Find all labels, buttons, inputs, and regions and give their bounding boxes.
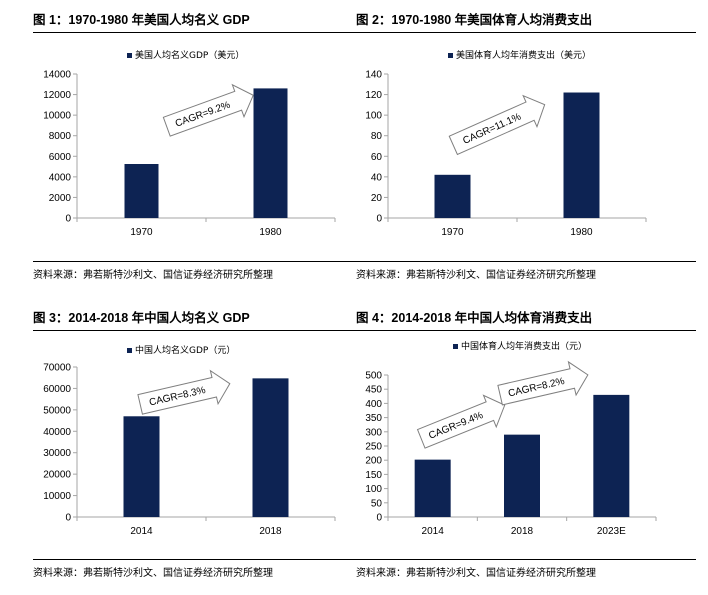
source-note: 资料来源：弗若斯特沙利文、国信证券经济研究所整理 bbox=[33, 270, 273, 281]
chart-svg: 美国人均名义GDP（美元） 0 2000 4000 6000 8000 10000 12000… bbox=[43, 49, 336, 238]
y-tick-label: 20000 bbox=[43, 470, 71, 481]
source-note: 资料来源：弗若斯特沙利文、国信证券经济研究所整理 bbox=[356, 568, 596, 579]
x-tick-label: 1970 bbox=[441, 227, 464, 238]
y-tick-label: 0 bbox=[376, 513, 382, 524]
y-tick-label: 0 bbox=[65, 214, 71, 225]
y-tick-label: 50000 bbox=[43, 405, 71, 416]
cagr-arrow-shape bbox=[448, 94, 546, 156]
chart-svg: 美国体育人均年消费支出（美元） 0 20 40 60 80 100 120 140 1970 198… bbox=[365, 49, 647, 238]
bar bbox=[414, 459, 451, 517]
y-tick-label: 4000 bbox=[49, 172, 72, 183]
x-tick-label: 2018 bbox=[259, 526, 282, 537]
legend-label: 中国体育人均年消费支出（元） bbox=[461, 340, 587, 352]
y-tick-label: 10000 bbox=[43, 491, 71, 502]
y-tick-label: 70000 bbox=[43, 363, 71, 374]
title-rule bbox=[33, 330, 373, 331]
y-tick-label: 120 bbox=[365, 90, 382, 101]
legend: 中国体育人均年消费支出（元） bbox=[453, 340, 587, 352]
source-note: 资料来源：弗若斯特沙利文、国信证券经济研究所整理 bbox=[33, 568, 273, 579]
y-tick-label: 12000 bbox=[43, 90, 71, 101]
y-tick-label: 100 bbox=[365, 111, 382, 122]
x-tick-label: 2014 bbox=[130, 526, 153, 537]
chart-title: 图 2：1970-1980 年美国体育人均消费支出 bbox=[356, 13, 593, 27]
legend-label: 美国人均名义GDP（美元） bbox=[135, 49, 244, 61]
chart-svg: 中国体育人均年消费支出（元） 0 50 100 150 200 250 300 350 400 45… bbox=[365, 340, 657, 537]
y-tick-label: 300 bbox=[365, 427, 382, 438]
y-tick-label: 2000 bbox=[49, 193, 72, 204]
chart-title: 图 1：1970-1980 年美国人均名义 GDP bbox=[33, 13, 250, 27]
title-rule bbox=[33, 32, 373, 33]
cagr-arrow: CAGR=8.2% bbox=[497, 360, 589, 406]
chart-panel-3: 图 3：2014-2018 年中国人均名义 GDP 中国人均名义GDP（元） 0 1… bbox=[33, 310, 373, 595]
chart-svg: 中国人均名义GDP（元） 0 10000 20000 30000 40000 50000 60… bbox=[43, 344, 336, 537]
y-tick-label: 400 bbox=[365, 399, 382, 410]
y-tick-label: 50 bbox=[371, 498, 383, 509]
chart-title: 图 3：2014-2018 年中国人均名义 GDP bbox=[33, 311, 250, 325]
y-tick-label: 150 bbox=[365, 470, 382, 481]
cagr-arrow: CAGR=9.4% bbox=[416, 394, 506, 449]
y-tick-label: 6000 bbox=[49, 152, 72, 163]
y-tick-label: 0 bbox=[65, 513, 71, 524]
bar bbox=[124, 164, 159, 218]
y-tick-label: 350 bbox=[365, 413, 382, 424]
y-tick-label: 0 bbox=[376, 214, 382, 225]
y-tick-label: 500 bbox=[365, 371, 382, 382]
chart-title: 图 4：2014-2018 年中国人均体育消费支出 bbox=[356, 311, 593, 325]
cagr-arrow: CAGR=8.3% bbox=[137, 369, 231, 415]
cagr-arrow-shape bbox=[416, 394, 506, 449]
cagr-arrow-shape bbox=[137, 369, 231, 415]
legend-swatch bbox=[127, 53, 132, 58]
bar bbox=[252, 378, 289, 517]
y-tick-label: 40 bbox=[371, 172, 383, 183]
x-tick-label: 2023E bbox=[597, 526, 626, 537]
chart-panel-4: 图 4：2014-2018 年中国人均体育消费支出 中国体育人均年消费支出（元）… bbox=[356, 310, 696, 595]
x-tick-label: 2014 bbox=[422, 526, 445, 537]
y-tick-label: 80 bbox=[371, 131, 383, 142]
cagr-arrow-shape bbox=[162, 83, 254, 137]
legend-swatch bbox=[448, 53, 453, 58]
y-tick-label: 40000 bbox=[43, 427, 71, 438]
cagr-arrow: CAGR=9.2% bbox=[162, 83, 254, 137]
y-tick-label: 20 bbox=[371, 193, 383, 204]
source-note: 资料来源：弗若斯特沙利文、国信证券经济研究所整理 bbox=[356, 270, 596, 281]
x-tick-label: 1980 bbox=[570, 227, 593, 238]
x-tick-label: 2018 bbox=[511, 526, 534, 537]
bar bbox=[253, 88, 288, 219]
legend: 美国体育人均年消费支出（美元） bbox=[448, 49, 591, 61]
bar bbox=[563, 92, 600, 218]
x-tick-label: 1970 bbox=[130, 227, 153, 238]
x-tick-label: 1980 bbox=[259, 227, 282, 238]
y-tick-label: 60 bbox=[371, 152, 383, 163]
y-tick-label: 8000 bbox=[49, 131, 72, 142]
source-rule bbox=[33, 261, 373, 262]
y-tick-label: 14000 bbox=[43, 70, 71, 81]
legend: 中国人均名义GDP（元） bbox=[127, 344, 235, 356]
title-rule bbox=[356, 32, 696, 33]
source-rule bbox=[33, 559, 373, 560]
legend: 美国人均名义GDP（美元） bbox=[127, 49, 244, 61]
y-tick-label: 450 bbox=[365, 385, 382, 396]
chart-panel-1: 图 1：1970-1980 年美国人均名义 GDP 美国人均名义GDP（美元） 0… bbox=[33, 12, 373, 297]
legend-label: 中国人均名义GDP（元） bbox=[135, 344, 235, 356]
legend-swatch bbox=[127, 348, 132, 353]
y-tick-label: 140 bbox=[365, 70, 382, 81]
y-tick-label: 200 bbox=[365, 456, 382, 467]
title-rule bbox=[356, 330, 696, 331]
bar bbox=[504, 434, 540, 517]
y-tick-label: 10000 bbox=[43, 111, 71, 122]
y-tick-label: 30000 bbox=[43, 448, 71, 459]
source-rule bbox=[356, 559, 696, 560]
y-tick-label: 100 bbox=[365, 484, 382, 495]
cagr-arrow: CAGR=11.1% bbox=[448, 94, 546, 156]
y-tick-label: 60000 bbox=[43, 384, 71, 395]
chart-panel-2: 图 2：1970-1980 年美国体育人均消费支出 美国体育人均年消费支出（美元… bbox=[356, 12, 696, 297]
source-rule bbox=[356, 261, 696, 262]
legend-label: 美国体育人均年消费支出（美元） bbox=[456, 49, 591, 61]
legend-swatch bbox=[453, 344, 458, 349]
y-tick-label: 250 bbox=[365, 442, 382, 453]
cagr-arrow-shape bbox=[497, 360, 589, 406]
bar bbox=[123, 416, 160, 517]
bar bbox=[434, 174, 471, 218]
bar bbox=[593, 394, 630, 517]
